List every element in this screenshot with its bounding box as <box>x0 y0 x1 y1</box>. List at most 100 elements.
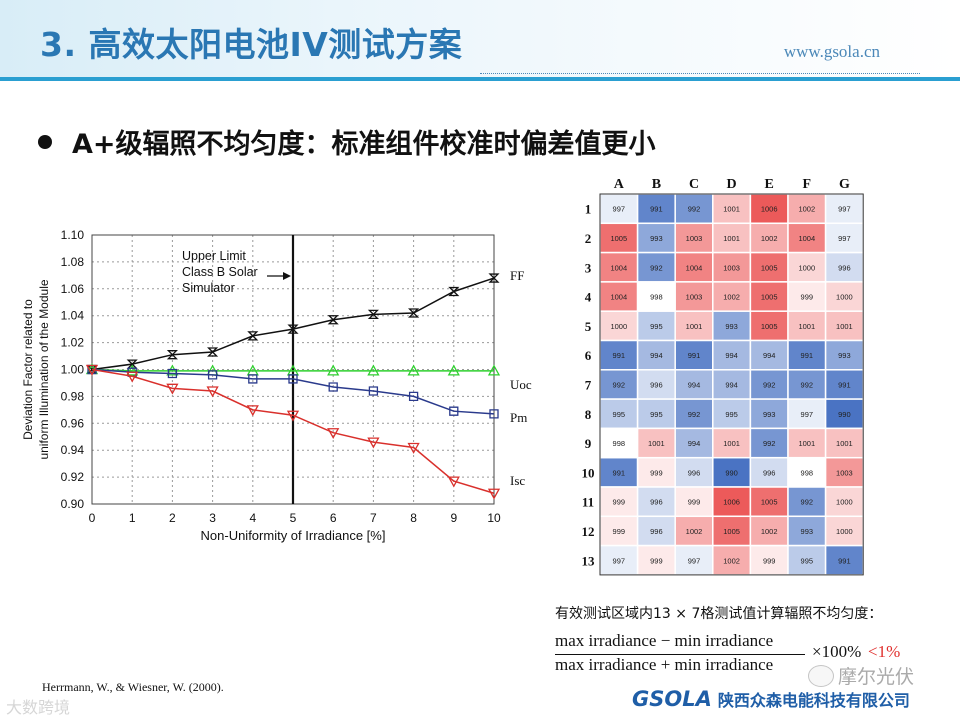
grid-cell-value: 992 <box>613 380 626 389</box>
grid-cell-value: 993 <box>725 322 738 331</box>
grid-cell <box>712 369 752 400</box>
grid-cell-value: 991 <box>650 205 663 214</box>
x-tick-label: 6 <box>330 511 337 525</box>
y-tick-label: 0.90 <box>61 497 85 511</box>
grid-cell-value: 992 <box>763 380 776 389</box>
grid-cell-value: 998 <box>613 439 626 448</box>
grid-cell-value: 1001 <box>723 234 740 243</box>
company-logo: GSOLA 陕西众森电能科技有限公司 <box>632 687 910 711</box>
grid-cell-value: 993 <box>650 234 663 243</box>
grid-cell-value: 1003 <box>686 293 703 302</box>
grid-cell <box>787 456 827 488</box>
grid-cell-value: 1001 <box>686 322 703 331</box>
grid-row-header: 2 <box>585 231 592 246</box>
citation: Herrmann, W., & Wiesner, W. (2000). <box>42 680 224 694</box>
grid-cell-value: 1000 <box>798 263 815 272</box>
grid-cell <box>674 310 714 342</box>
grid-cell-value: 1003 <box>836 468 853 477</box>
grid-cell <box>749 544 789 576</box>
grid-cell <box>636 544 676 576</box>
grid-cell-value: 997 <box>838 234 851 243</box>
grid-cell <box>824 251 864 283</box>
grid-cell-value: 991 <box>613 468 626 477</box>
grid-cell-value: 995 <box>613 410 626 419</box>
data-point-isc <box>246 405 259 417</box>
grid-cell-value: 992 <box>801 498 814 507</box>
grid-cell <box>824 544 864 576</box>
grid-cell-value: 1006 <box>723 498 740 507</box>
data-point-uoc <box>327 364 340 376</box>
grid-cell-value: 1004 <box>686 263 703 272</box>
x-tick-label: 9 <box>450 511 457 525</box>
grid-cell <box>636 339 676 371</box>
grid-cell-value: 1004 <box>610 263 627 272</box>
y-tick-label: 0.92 <box>61 470 85 484</box>
grid-cell-value: 997 <box>801 410 814 419</box>
grid-cell <box>712 310 752 342</box>
x-tick-label: 0 <box>89 511 96 525</box>
y-tick-label: 1.02 <box>61 336 85 350</box>
grid-cell-value: 995 <box>650 322 663 331</box>
y-tick-label: 1.06 <box>61 282 85 296</box>
formula-multiplier: ×100% <box>812 642 862 661</box>
grid-column-header: A <box>614 177 625 192</box>
data-point-isc <box>126 371 139 383</box>
grid-cell-value: 1002 <box>761 527 778 536</box>
data-point-pm <box>328 382 338 392</box>
slide-header: 3. 高效太阳电池IV测试方案 www.gsola.cn <box>0 0 960 81</box>
formula-condition: <1% <box>868 642 901 661</box>
data-point-ff <box>327 315 339 325</box>
grid-cell-value: 997 <box>613 205 626 214</box>
data-point-pm <box>288 374 298 384</box>
grid-cell <box>636 427 676 459</box>
data-point-pm <box>248 374 258 384</box>
data-point-isc <box>206 386 219 398</box>
y-tick-label: 1.04 <box>61 309 85 323</box>
data-point-isc <box>487 488 501 500</box>
grid-column-header: C <box>689 177 699 192</box>
non-uniformity-formula: max irradiance − min irradiance max irra… <box>550 630 935 680</box>
grid-row-header: 4 <box>585 290 592 305</box>
grid-cell-value: 1001 <box>723 439 740 448</box>
grid-cell-value: 997 <box>688 556 701 565</box>
grid-cell-value: 1005 <box>761 293 778 302</box>
grid-cell-value: 1002 <box>723 293 740 302</box>
website-url: www.gsola.cn <box>783 42 880 61</box>
grid-cell-value: 996 <box>650 527 663 536</box>
grid-row-header: 1 <box>585 202 592 217</box>
grid-cell <box>712 486 752 518</box>
grid-cell <box>636 515 676 547</box>
wechat-watermark: 摩尔光伏 <box>808 662 914 689</box>
formula-numerator: max irradiance − min irradiance <box>555 631 774 650</box>
grid-cell <box>712 515 752 547</box>
grid-cell <box>636 369 676 400</box>
grid-cell <box>787 193 827 225</box>
series-label-ff: FF <box>510 268 524 283</box>
data-point-uoc <box>126 364 139 376</box>
grid-cell <box>674 193 714 225</box>
grid-cell <box>787 339 827 371</box>
data-point-isc <box>166 383 179 395</box>
data-point-isc <box>286 410 300 422</box>
grid-cell <box>824 339 864 371</box>
fraction-bar <box>555 654 805 655</box>
grid-cell-value: 1000 <box>836 498 853 507</box>
x-tick-label: 7 <box>370 511 377 525</box>
grid-row-header: 8 <box>585 407 592 422</box>
series-line-pm <box>91 368 495 415</box>
y-axis-label: Deviation Factor related to <box>21 299 35 440</box>
y-tick-label: 0.98 <box>61 389 85 403</box>
grid-cell <box>674 339 714 371</box>
data-point-pm <box>167 368 178 379</box>
grid-cell-value: 993 <box>801 527 814 536</box>
grid-cell-value: 1002 <box>761 234 778 243</box>
data-point-ff <box>247 331 259 341</box>
grid-cell <box>599 369 639 400</box>
formula-denominator: max irradiance + min irradiance <box>555 655 774 674</box>
grid-cell-value: 991 <box>838 556 851 565</box>
grid-row-header: 11 <box>582 495 594 510</box>
y-axis-label: uniform Illumination of the Module <box>37 279 51 459</box>
corner-watermark: 大数跨境 <box>6 698 71 717</box>
x-tick-label: 2 <box>169 511 176 525</box>
y-tick-label: 1.08 <box>61 255 85 269</box>
